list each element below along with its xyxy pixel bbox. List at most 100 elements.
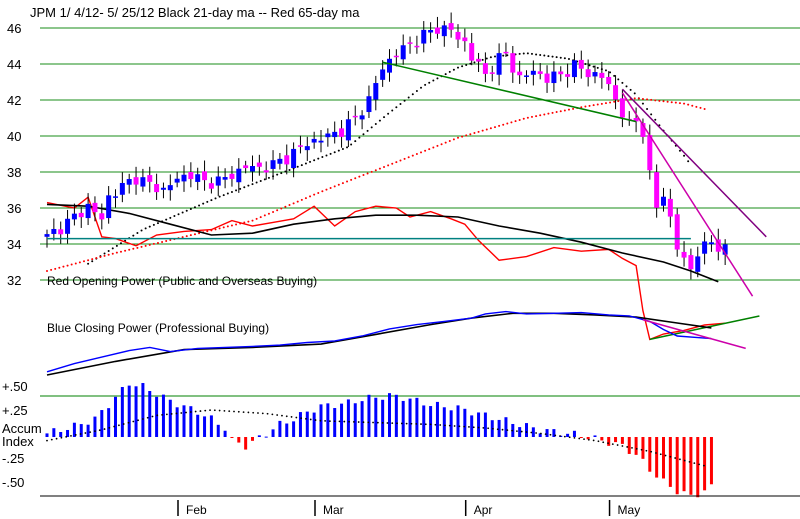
accum-ma-dot [305, 417, 307, 420]
accum-ma-dot [602, 441, 605, 444]
candle-body [229, 173, 235, 179]
ma65-dot [415, 153, 418, 155]
ma65-dot [58, 266, 61, 269]
ma21-dot [300, 164, 303, 167]
opening-power-red-line [46, 196, 726, 341]
ma65-dot [272, 210, 275, 213]
ma65-dot [485, 128, 488, 131]
accum-ma-dot [583, 438, 585, 441]
accum-bar [292, 421, 296, 437]
ma65-dot [535, 115, 538, 118]
accum-ma-dot [516, 430, 518, 433]
ma21-dot [420, 86, 423, 89]
accum-ma-dot [319, 419, 322, 422]
ma21-dot [333, 151, 336, 154]
accum-ma-dot [348, 420, 350, 423]
accum-bar [278, 420, 282, 437]
accum-ma-dot [137, 419, 140, 422]
candle-body [263, 170, 269, 173]
ma65-dot [358, 175, 361, 178]
accum-bar [141, 383, 145, 437]
accum-ma-dot [674, 457, 677, 459]
ma21-dot [255, 181, 258, 184]
ma21-dot [370, 126, 373, 129]
candle-body [243, 165, 249, 169]
ma65-dot [288, 204, 291, 207]
accum-bar [394, 394, 398, 437]
ma65-dot [596, 103, 599, 106]
accum-ma-dot [448, 424, 451, 427]
ma65-dot [341, 182, 344, 185]
accum-ma-dot [597, 440, 600, 443]
accum-ma-dot [237, 410, 240, 413]
accum-bar [607, 437, 611, 446]
candle-body [92, 202, 98, 213]
candle-body [345, 119, 351, 141]
month-labels: Feb Mar Apr May [177, 500, 640, 517]
candle-body [400, 45, 406, 60]
ma65-dot [600, 102, 603, 105]
ma65-dot [263, 214, 266, 217]
ma65-dot [206, 230, 209, 233]
candle-body [236, 168, 242, 183]
ma65-dot [198, 232, 201, 235]
ma21-dot [169, 216, 172, 219]
accum-bar [353, 403, 357, 437]
accum-ma-dot [70, 434, 72, 437]
accum-bar [285, 423, 289, 437]
candle-body [654, 172, 660, 208]
accum-bar [374, 397, 378, 437]
accum-bar [388, 393, 391, 437]
ma65-dot [563, 109, 566, 112]
ma21-dot [403, 99, 406, 102]
ma65-dot [226, 225, 229, 228]
ma65-dot [74, 262, 77, 265]
ma65-dot [280, 207, 283, 210]
ma65-dot [617, 100, 620, 103]
accum-bar [655, 437, 659, 478]
candle-body [688, 255, 694, 270]
candle-body [619, 98, 625, 118]
accum-bar [114, 396, 117, 437]
accum-ma-dot [223, 409, 226, 412]
closing-power-label: Blue Closing Power (Professional Buying) [47, 321, 269, 335]
ma21-dot [226, 192, 229, 195]
candle-body [530, 70, 536, 75]
accum-bar [456, 405, 460, 437]
candle-body [311, 138, 317, 143]
ma65-dot [678, 102, 681, 105]
month-label: Feb [186, 503, 207, 517]
ma21-dot [181, 211, 184, 214]
ma65-dot [247, 220, 250, 223]
accum-ma-dot [338, 420, 341, 423]
ma21-dot [567, 58, 570, 61]
accum-ma-dot [530, 431, 533, 434]
accum-bar [203, 416, 207, 437]
ma65-dot [136, 246, 139, 249]
ma65-dot [428, 148, 431, 151]
accum-bar [668, 437, 672, 487]
ma65-dot [498, 124, 501, 127]
accum-bar [216, 424, 220, 437]
candle-body [387, 58, 392, 73]
accum-ma-dot [175, 412, 178, 415]
candle-body [661, 196, 666, 206]
ma65-dot [609, 101, 612, 104]
accum-bar [161, 394, 165, 437]
accum-ma-dot [463, 425, 466, 428]
candle-body [462, 37, 468, 42]
candle-body [503, 51, 509, 54]
ma21-dot [535, 53, 538, 56]
ma65-dot [144, 244, 147, 247]
ma21-dot [144, 227, 147, 230]
ma21-dot [448, 70, 451, 73]
ma21-dot [625, 85, 628, 88]
candle-body [667, 198, 673, 217]
accum-ma-dot [549, 433, 552, 436]
price-tick-label: 44 [7, 57, 21, 72]
ma65-dot [218, 227, 221, 230]
accum-ma-dot [631, 446, 633, 449]
ma21-dot [354, 140, 357, 143]
